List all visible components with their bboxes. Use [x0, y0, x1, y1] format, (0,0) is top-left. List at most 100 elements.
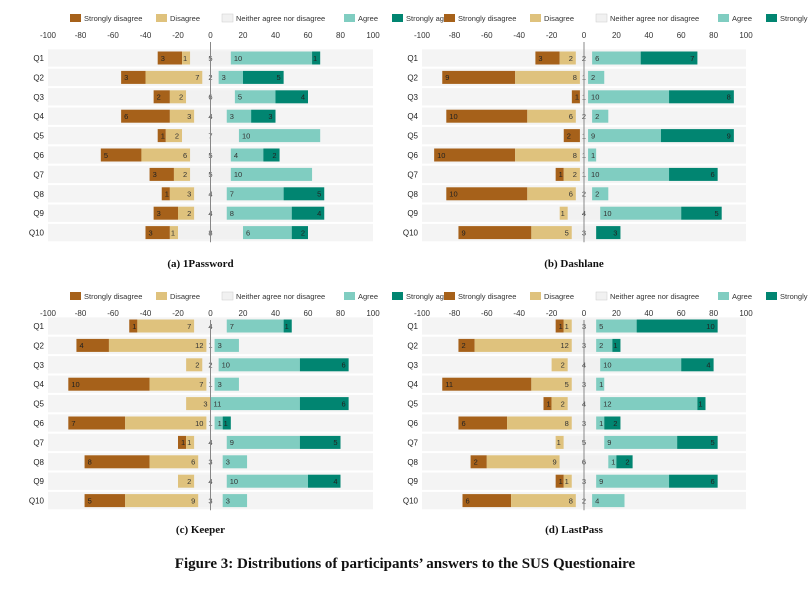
data-label: 12: [603, 399, 611, 408]
legend-swatch-neutral: [595, 291, 608, 301]
bar-agree: [596, 377, 605, 391]
legend-swatch-agree: [718, 14, 729, 22]
data-label: 10: [591, 93, 599, 102]
bar-agree: [210, 397, 300, 411]
x-tick-label: -80: [75, 31, 87, 40]
bar-strongly-disagree: [68, 416, 126, 430]
data-label: 3: [226, 458, 230, 467]
row-q1: Q1315101: [33, 49, 373, 67]
bar-strongly-agree: [251, 109, 276, 123]
data-label: 8: [230, 209, 234, 218]
data-label: 1: [132, 322, 136, 331]
data-label: 1: [547, 399, 551, 408]
data-label: 1: [161, 131, 165, 140]
x-tick-label: 80: [709, 31, 718, 40]
bar-agree: [222, 494, 248, 508]
data-label: 9: [599, 477, 603, 486]
data-label: 6: [183, 151, 187, 160]
bar-strongly-disagree: [145, 226, 170, 240]
data-label: 10: [71, 380, 79, 389]
x-tick-label: 100: [739, 31, 753, 40]
bar-disagree: [149, 455, 199, 469]
data-label: 12: [195, 341, 203, 350]
data-label: 10: [242, 131, 250, 140]
legend: Strongly disagree Disagree Neither agree n…: [444, 13, 810, 23]
bar-agree: [226, 206, 292, 220]
bar-strongly-disagree: [121, 109, 170, 123]
y-tick-label: Q10: [29, 497, 45, 506]
x-tick-label: -20: [546, 31, 558, 40]
panel-caption: (b) Dashlane: [544, 258, 604, 270]
data-label: 1: [165, 190, 169, 199]
row-q6: Q6710111: [33, 414, 373, 432]
bar-disagree: [515, 148, 580, 162]
x-tick-label: -100: [40, 31, 57, 40]
data-label: 11: [214, 399, 222, 408]
bar-strongly-disagree: [555, 319, 564, 333]
legend-swatch-strongly-disagree: [70, 14, 81, 22]
data-label: 1: [611, 458, 615, 467]
legend-swatch-strongly-agree: [766, 14, 777, 22]
bar-strongly-agree: [312, 51, 321, 65]
row-q5: Q52199: [407, 126, 746, 145]
data-label: 10: [437, 151, 445, 160]
bar-strongly-agree: [616, 455, 633, 469]
legend-label-strongly-disagree: Strongly disagree: [458, 292, 516, 301]
row-q8: Q88633: [33, 453, 373, 471]
bar-agree: [588, 90, 670, 104]
bar-agree: [600, 397, 698, 411]
bar-disagree: [149, 377, 207, 391]
bar-agree: [230, 51, 313, 65]
bar-strongly-disagree: [458, 416, 508, 430]
legend-swatch-neutral: [221, 13, 234, 23]
row-q4: Q411531: [407, 375, 746, 393]
legend-label-strongly-agree: Strongly agree: [406, 292, 455, 301]
data-label: 8: [573, 151, 577, 160]
data-label: 8: [727, 93, 731, 102]
bar-agree: [214, 416, 223, 430]
y-tick-label: Q8: [407, 458, 418, 467]
x-tick-label: 60: [677, 31, 686, 40]
data-label: 10: [603, 209, 611, 218]
row-q2: Q241213: [33, 336, 373, 355]
bar-disagree: [515, 70, 580, 84]
data-label: 9: [191, 496, 195, 505]
bar-strongly-disagree: [153, 206, 178, 220]
data-label: 11: [445, 380, 453, 389]
bar-disagree: [563, 319, 572, 333]
data-label: 3: [124, 73, 128, 82]
bar-disagree: [125, 494, 199, 508]
bar-strongly-agree: [596, 226, 621, 240]
y-tick-label: Q9: [407, 209, 418, 218]
data-label: 3: [222, 73, 226, 82]
panel-3: Strongly disagree Disagree Neither agree n…: [29, 291, 455, 536]
data-label: 1: [698, 399, 702, 408]
data-label: 7: [195, 73, 199, 82]
figure-caption: Figure 3: Distributions of participants’…: [174, 556, 636, 572]
bar-strongly-disagree: [153, 90, 170, 104]
legend-swatch-disagree: [156, 14, 167, 22]
data-label: 4: [301, 93, 305, 102]
legend-swatch-agree: [718, 292, 729, 300]
data-label: 5: [317, 190, 321, 199]
y-tick-label: Q5: [33, 400, 44, 409]
legend-label-strongly-disagree: Strongly disagree: [84, 14, 142, 23]
data-label: 3: [230, 112, 234, 121]
bar-agree: [238, 129, 321, 143]
data-label: 7: [187, 322, 191, 331]
bar-strongly-disagree: [76, 338, 109, 352]
data-label: 10: [230, 477, 238, 486]
row-q8: Q813475: [33, 185, 373, 203]
row-q2: Q29812: [407, 68, 746, 87]
data-label: 1: [285, 322, 289, 331]
y-tick-label: Q3: [407, 361, 418, 370]
bar-agree: [226, 435, 300, 449]
bar-agree: [592, 494, 625, 508]
bar-strongly-disagree: [470, 455, 487, 469]
y-tick-label: Q9: [33, 209, 44, 218]
data-label: 6: [341, 399, 345, 408]
data-label: 10: [706, 322, 714, 331]
bar-disagree: [555, 435, 564, 449]
row-q10: Q105933: [29, 491, 373, 510]
data-label: 2: [175, 131, 179, 140]
